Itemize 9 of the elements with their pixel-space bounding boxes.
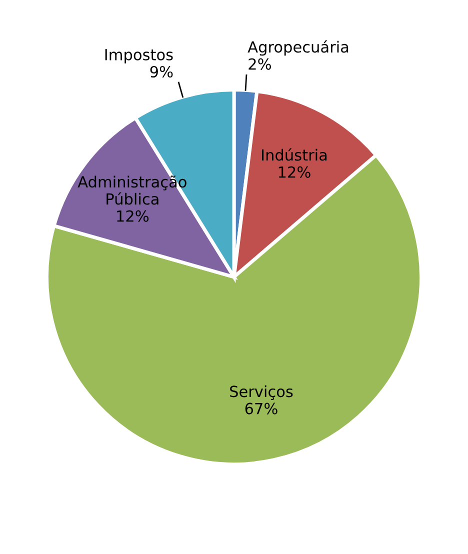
slice-label: Impostos <box>105 49 173 64</box>
data-label: 9% <box>150 66 173 78</box>
data-label: 2% <box>248 58 271 70</box>
slice-label: Agropecuária <box>248 40 348 56</box>
data-label: 12% <box>117 210 149 222</box>
data-label: 67% <box>245 402 278 414</box>
slice-label: Serviços <box>230 385 293 400</box>
slice-label: Indústria <box>262 148 327 161</box>
data-label: 12% <box>278 166 310 178</box>
